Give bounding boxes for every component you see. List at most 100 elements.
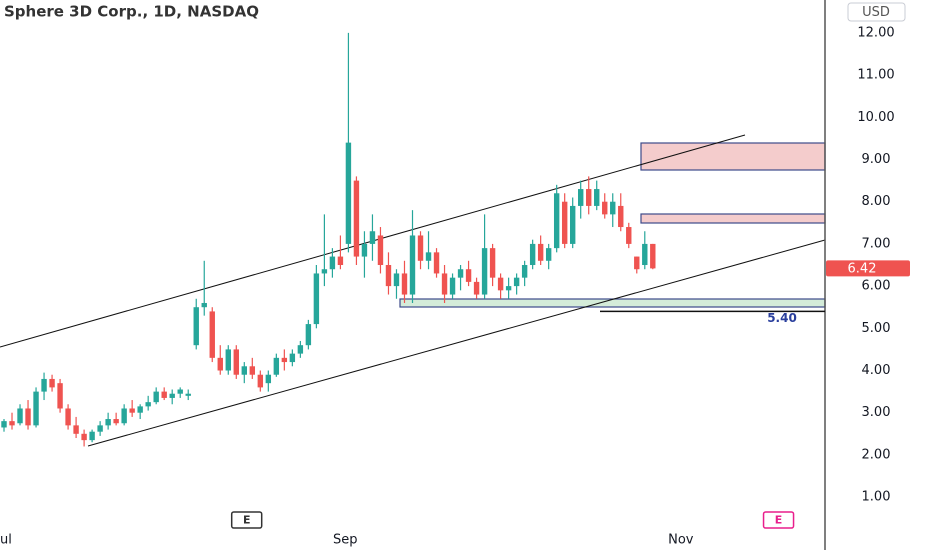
- level-label: 5.40: [767, 311, 797, 325]
- candle-body: [537, 243, 544, 261]
- candle-body: [505, 286, 512, 291]
- candle-body: [529, 243, 536, 266]
- chart-title: Sphere 3D Corp., 1D, NASDAQ: [4, 3, 259, 21]
- candle-body: [497, 277, 504, 291]
- candle-body: [329, 256, 336, 270]
- y-tick-label: 11.00: [857, 68, 894, 83]
- currency-box[interactable]: [847, 2, 906, 22]
- event-label: E: [243, 514, 251, 527]
- event-label: E: [775, 514, 783, 527]
- candle-body: [297, 345, 304, 354]
- y-tick-label: 6.00: [862, 279, 891, 294]
- candle-body: [241, 366, 247, 375]
- candle-body: [489, 248, 496, 278]
- candle-body: [217, 357, 223, 371]
- candle-body: [578, 189, 584, 206]
- last-price-box: [826, 260, 910, 277]
- candle-body: [393, 273, 400, 287]
- last-price-label: 6.42: [848, 261, 877, 276]
- x-tick-label: Nov: [668, 533, 694, 548]
- candle-body: [521, 265, 528, 278]
- candle-body: [602, 201, 608, 215]
- candle-body: [361, 243, 368, 257]
- candle-body: [121, 408, 127, 424]
- y-tick-label: 8.00: [862, 194, 891, 209]
- candle-body: [257, 374, 264, 388]
- candle-body: [313, 273, 320, 325]
- y-tick-label: 5.00: [862, 321, 891, 336]
- candle-body: [377, 235, 384, 266]
- candle-body: [569, 205, 576, 244]
- candle-body: [289, 353, 296, 363]
- x-tick-label: Sep: [333, 533, 358, 548]
- zone-box: [399, 298, 826, 308]
- y-tick-label: 12.00: [857, 25, 894, 40]
- candle-body: [273, 357, 280, 375]
- candle-body: [321, 269, 328, 274]
- candle-body: [233, 349, 239, 375]
- candle-body: [25, 408, 31, 426]
- y-tick-label: 2.00: [862, 447, 891, 462]
- candle-body: [385, 265, 392, 287]
- event-badge: [762, 511, 795, 529]
- candle-body: [81, 433, 87, 441]
- y-tick-label: 3.00: [862, 405, 891, 420]
- candle-body: [545, 248, 552, 261]
- candle-body: [177, 389, 183, 394]
- candle-body: [626, 227, 632, 244]
- candle-body: [594, 189, 600, 206]
- candle-body: [457, 269, 464, 278]
- candle-body: [161, 391, 167, 398]
- candle-body: [425, 252, 432, 261]
- candle-body: [97, 425, 103, 432]
- candle-body: [41, 378, 47, 392]
- candle-body: [345, 142, 352, 244]
- y-tick-label: 7.00: [862, 236, 891, 251]
- candle-body: [9, 421, 15, 426]
- candle-body: [441, 273, 448, 295]
- candle-body: [137, 406, 143, 413]
- candle-body: [481, 248, 488, 295]
- candle-body: [610, 201, 616, 215]
- candle-body: [225, 349, 231, 371]
- candle-body: [618, 205, 624, 228]
- candle-body: [513, 277, 520, 287]
- candle-body: [465, 269, 472, 282]
- candle-body: [89, 431, 95, 441]
- candle-body: [417, 235, 424, 261]
- candle-body: [409, 235, 416, 295]
- candle-body: [642, 243, 648, 266]
- candle-body: [49, 378, 55, 388]
- candle-body: [113, 419, 119, 424]
- trend-line: [87, 239, 826, 447]
- candle-body: [337, 256, 344, 266]
- candle-body: [209, 311, 215, 358]
- candle-body: [185, 393, 191, 396]
- candle-body: [17, 408, 23, 424]
- candle-body: [634, 256, 640, 270]
- candle-body: [433, 252, 440, 274]
- y-tick-label: 9.00: [862, 152, 891, 167]
- candle-body: [65, 408, 71, 426]
- currency[interactable]: USD: [862, 5, 890, 20]
- candle-body: [449, 277, 456, 295]
- candle-body: [129, 408, 135, 413]
- candle-body: [105, 419, 111, 426]
- candle-body: [33, 391, 39, 426]
- zone-box: [640, 142, 826, 171]
- candle-body: [73, 425, 79, 434]
- candle-body: [249, 366, 256, 375]
- candle-body: [169, 393, 175, 398]
- y-tick-label: 10.00: [857, 110, 894, 125]
- x-tick-label: Jul: [0, 533, 12, 548]
- y-tick-label: 4.00: [862, 363, 891, 378]
- candle-body: [353, 180, 360, 257]
- candle-body: [57, 383, 63, 409]
- candle-body: [553, 193, 560, 249]
- candle-body: [281, 357, 288, 363]
- candle-body: [473, 281, 480, 295]
- candle-body: [369, 231, 376, 244]
- candle-body: [1, 421, 7, 428]
- zone-box: [640, 213, 826, 224]
